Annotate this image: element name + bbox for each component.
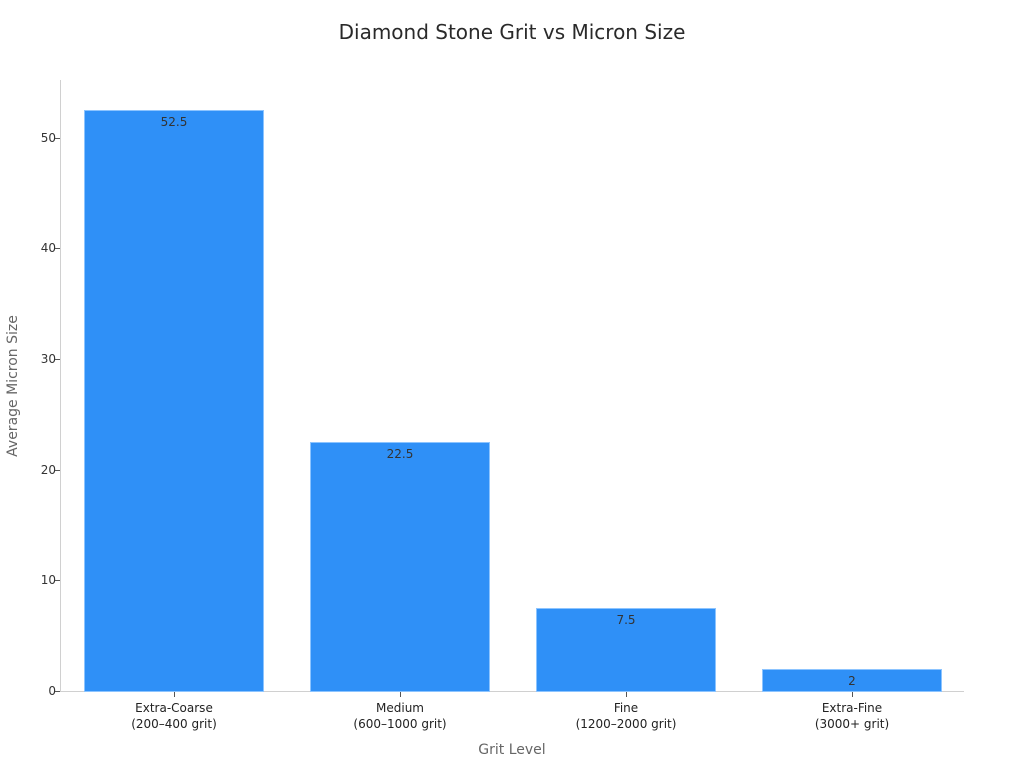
bar: 22.5: [310, 441, 490, 692]
y-tick-mark: [55, 580, 60, 582]
x-tick-label-line: (200–400 grit): [131, 717, 217, 731]
y-tick-label: 20: [40, 462, 56, 477]
x-tick-label: Extra-Fine (3000+ grit): [752, 700, 952, 732]
bar-value-label: 22.5: [386, 446, 414, 461]
x-tick-label: Extra-Coarse (200–400 grit): [74, 700, 274, 732]
y-tick-label: 30: [40, 351, 56, 366]
y-tick-label: 50: [40, 130, 56, 145]
x-tick-label-line: (1200–2000 grit): [575, 717, 677, 731]
x-tick-label: Fine (1200–2000 grit): [526, 700, 726, 732]
bar: 52.5: [84, 109, 264, 692]
y-tick-label: 10: [40, 573, 56, 588]
y-tick-mark: [55, 248, 60, 250]
y-tick-label: 0: [48, 684, 56, 698]
x-tick-mark: [400, 692, 401, 697]
x-tick-label-line: Extra-Fine: [821, 701, 883, 715]
y-tick-mark: [55, 691, 60, 692]
x-axis-line: [60, 691, 964, 692]
bar: 7.5: [536, 607, 716, 692]
bar: 2: [762, 668, 942, 692]
x-tick-label-line: Medium: [376, 701, 424, 715]
y-tick-label: 40: [40, 241, 56, 256]
x-tick-mark: [852, 692, 853, 697]
y-axis-label: Average Micron Size: [5, 315, 21, 457]
y-tick-mark: [55, 469, 60, 471]
x-tick-label-line: Fine: [613, 701, 639, 715]
bar-value-label: 52.5: [160, 114, 188, 129]
bar-value-label: 2: [848, 673, 856, 688]
x-tick-label-line: Extra-Coarse: [135, 701, 213, 715]
y-tick-mark: [55, 358, 60, 360]
x-tick-label-line: (600–1000 grit): [353, 717, 447, 731]
bar-value-label: 7.5: [616, 612, 636, 627]
y-tick-mark: [55, 137, 60, 139]
y-axis-line: [60, 80, 61, 692]
x-tick-label: Medium (600–1000 grit): [300, 700, 500, 732]
x-tick-label-line: (3000+ grit): [814, 717, 890, 731]
x-axis-label: Grit Level: [478, 742, 546, 758]
x-tick-mark: [174, 692, 175, 697]
chart-title: Diamond Stone Grit vs Micron Size: [338, 20, 686, 44]
x-tick-mark: [626, 692, 627, 697]
